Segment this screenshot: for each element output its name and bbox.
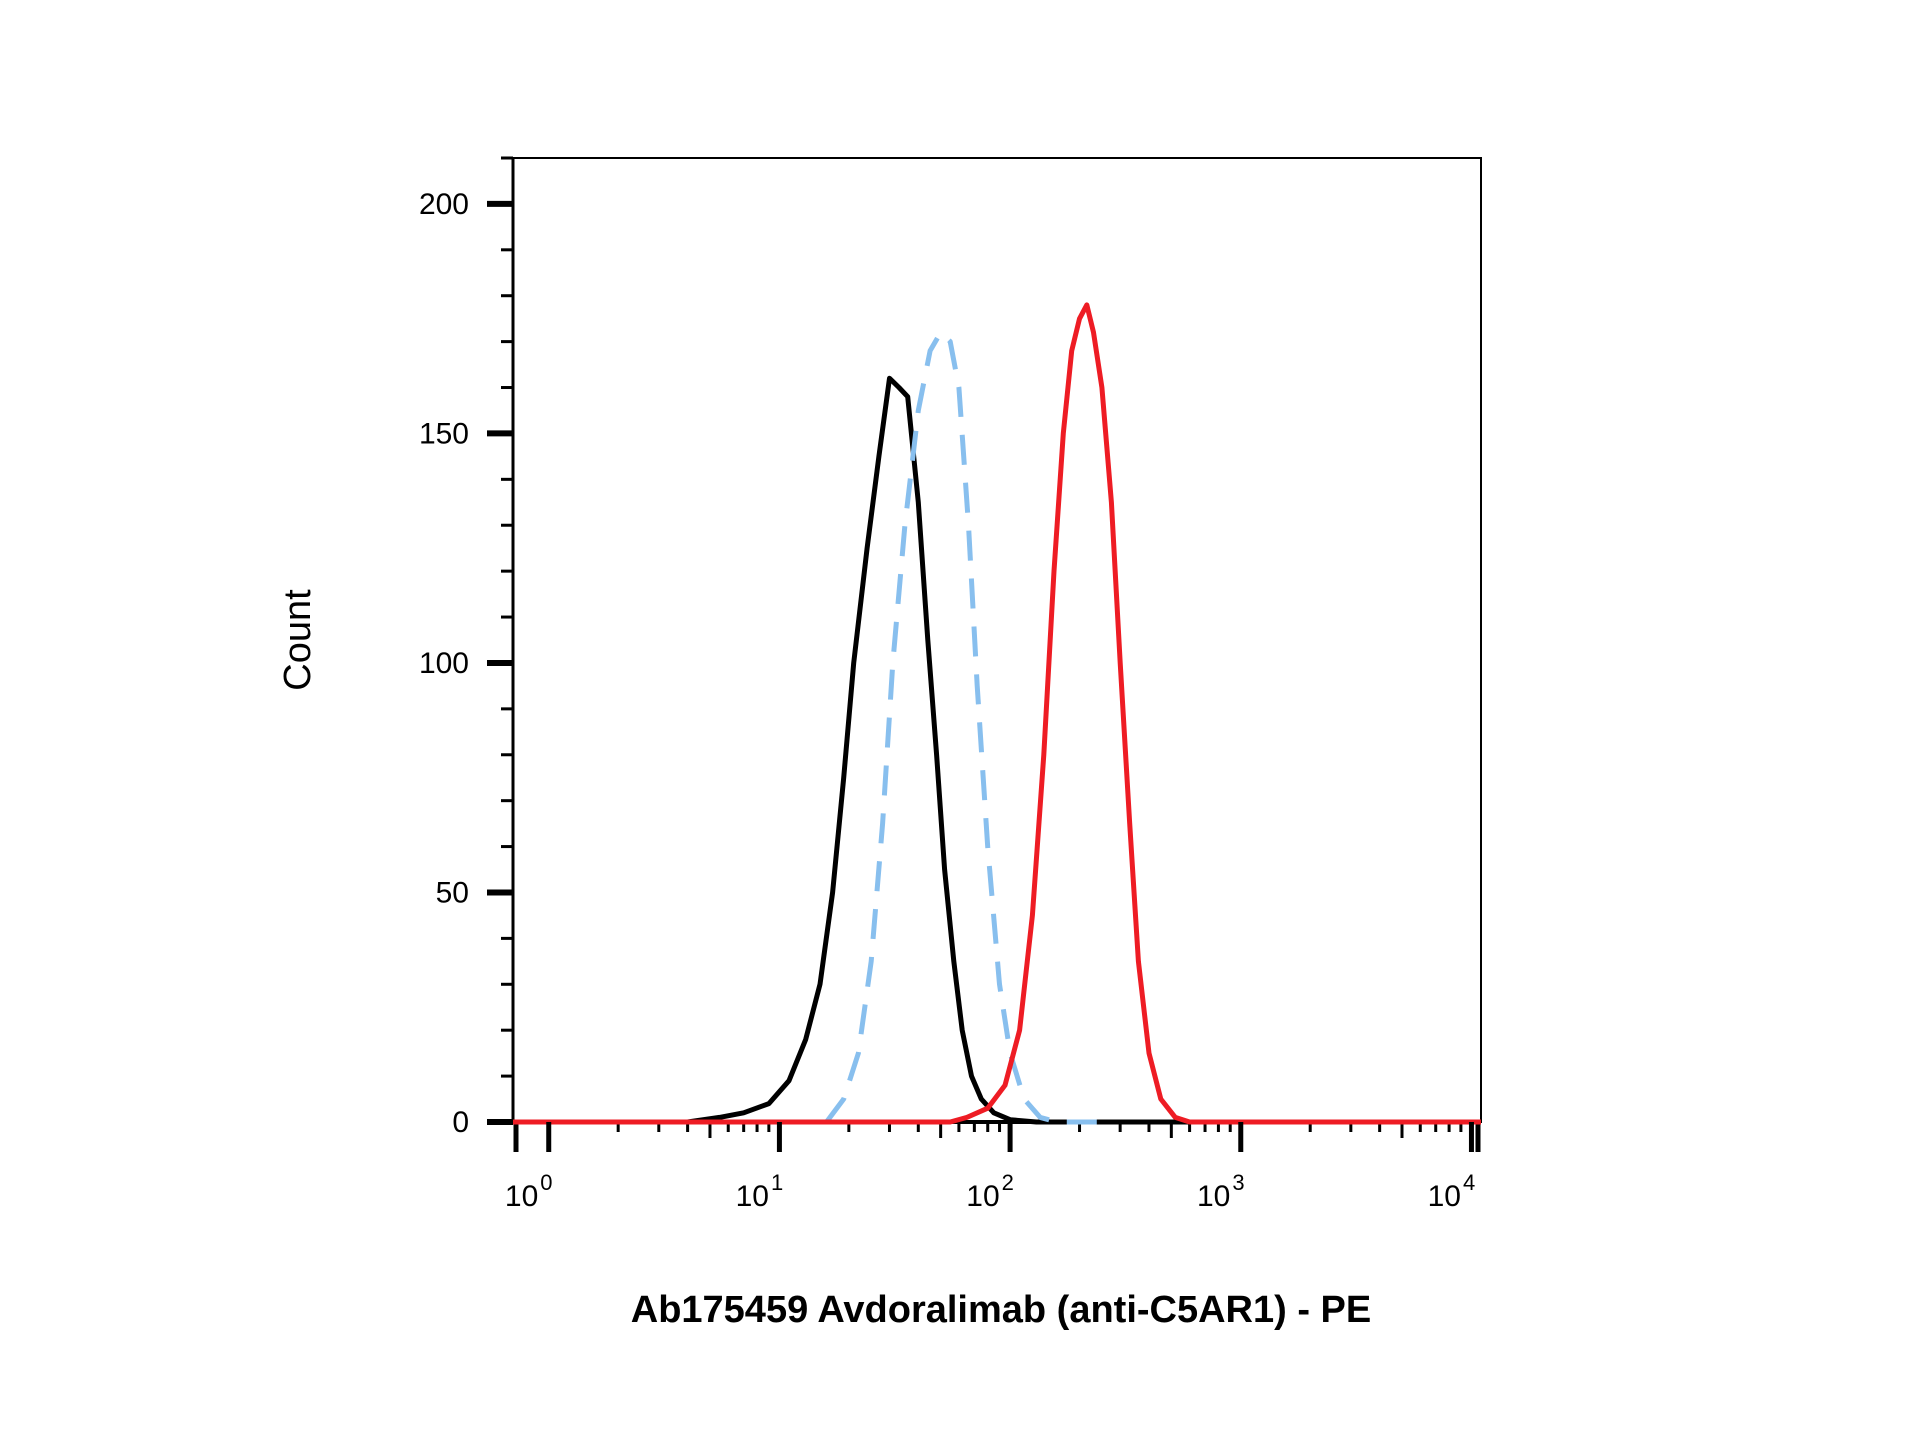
x-tick-label: 101 [736,1170,784,1213]
y-tick-label: 0 [452,1106,469,1139]
y-tick-label: 100 [419,647,469,680]
y-axis-title: Count [277,589,319,691]
series-line-2 [824,329,1102,1125]
x-axis-title: Ab175459 Avdoralimab (anti-C5AR1) - PE [631,1289,1372,1331]
x-tick-label: 100 [505,1170,553,1213]
x-tick-label: 103 [1197,1170,1245,1213]
series-line-1 [513,375,1481,1125]
x-tick-label: 102 [966,1170,1014,1213]
y-tick-label: 50 [436,876,469,909]
minor-ticks-group [501,156,1481,1152]
series-line-3 [513,302,1481,1125]
y-axis-ticks: 0 50 100 150 200 [419,188,513,1139]
x-tick-label: 104 [1428,1170,1476,1213]
y-tick-label: 150 [419,417,469,450]
series-group [513,302,1481,1125]
y-tick-label: 200 [419,188,469,221]
x-axis-ticks: 100 101 102 103 104 [505,1122,1475,1213]
